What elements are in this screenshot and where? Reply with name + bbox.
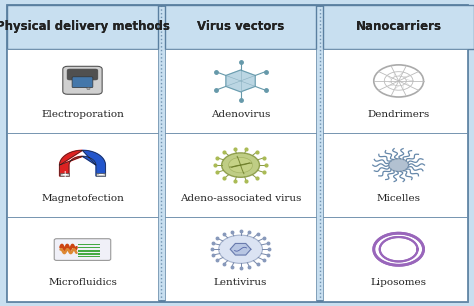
Bar <box>7 5 158 49</box>
Circle shape <box>219 235 263 263</box>
FancyBboxPatch shape <box>63 66 102 94</box>
Circle shape <box>374 65 423 97</box>
Text: Adenovirus: Adenovirus <box>211 110 270 118</box>
Bar <box>7 217 158 301</box>
Text: −: − <box>98 170 104 179</box>
Bar <box>7 49 158 133</box>
Circle shape <box>87 88 90 90</box>
Text: Microfluidics: Microfluidics <box>48 278 117 287</box>
Bar <box>96 173 105 176</box>
FancyBboxPatch shape <box>7 5 467 301</box>
Text: Lentivirus: Lentivirus <box>214 278 267 287</box>
Bar <box>323 49 467 133</box>
FancyBboxPatch shape <box>72 77 93 88</box>
Polygon shape <box>226 70 255 92</box>
Bar <box>79 247 100 248</box>
Text: +: + <box>61 170 67 179</box>
Text: Liposomes: Liposomes <box>371 278 427 287</box>
Text: Dendrimers: Dendrimers <box>367 110 430 118</box>
Text: Nanocarriers: Nanocarriers <box>356 20 442 33</box>
Bar <box>323 5 474 49</box>
Circle shape <box>228 157 253 173</box>
Bar <box>79 244 100 245</box>
Text: Physical delivery methods: Physical delivery methods <box>0 20 169 33</box>
Bar <box>323 133 467 217</box>
Text: Virus vectors: Virus vectors <box>197 20 284 33</box>
Text: Virus vectors: Virus vectors <box>197 20 284 33</box>
Bar <box>60 173 69 176</box>
Text: Magnetofection: Magnetofection <box>41 194 124 203</box>
Bar <box>79 256 100 257</box>
Bar <box>165 133 316 217</box>
Circle shape <box>374 233 423 265</box>
Polygon shape <box>82 150 105 176</box>
Bar <box>165 49 316 133</box>
Polygon shape <box>230 244 251 255</box>
Text: Micelles: Micelles <box>377 194 420 203</box>
Polygon shape <box>60 150 82 176</box>
Circle shape <box>389 159 409 171</box>
Text: Electroporation: Electroporation <box>41 110 124 118</box>
Circle shape <box>222 153 259 177</box>
Text: Physical delivery methods: Physical delivery methods <box>0 20 169 33</box>
Bar <box>79 250 100 252</box>
Bar <box>7 133 158 217</box>
Bar <box>323 217 467 301</box>
Text: Nanocarriers: Nanocarriers <box>356 20 442 33</box>
FancyBboxPatch shape <box>54 239 111 260</box>
FancyBboxPatch shape <box>67 69 98 80</box>
Text: Adeno-associated virus: Adeno-associated virus <box>180 194 301 203</box>
Bar <box>79 253 100 255</box>
Bar <box>165 217 316 301</box>
Bar <box>165 5 316 49</box>
